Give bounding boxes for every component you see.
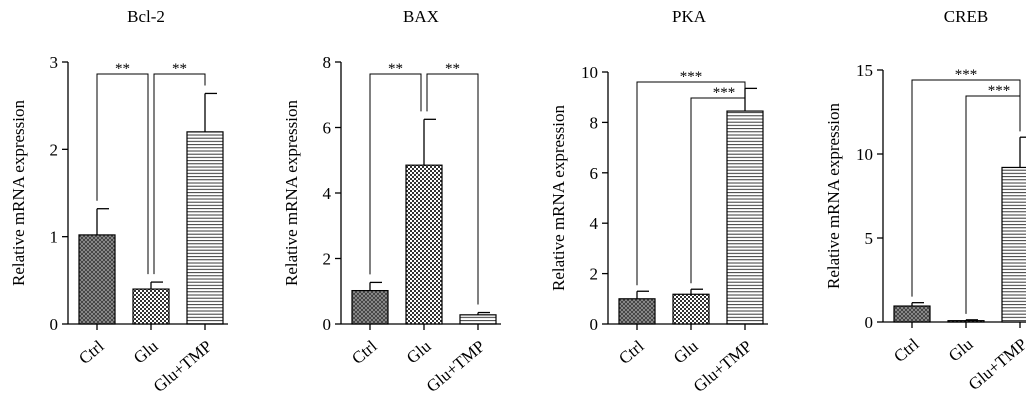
bar-ctrl: [351, 289, 389, 325]
y-tick-label: 6: [590, 164, 599, 183]
significance-label: ***: [988, 83, 1011, 99]
y-tick-label: 0: [590, 315, 599, 334]
x-tick-label: Glu: [945, 334, 977, 365]
chart-panel-bcl-2: Bcl-2 Relative mRNA expression 0 1 2 3 Ctrl Glu…: [9, 7, 228, 396]
y-axis-label: Relative mRNA expression: [282, 99, 301, 286]
x-tick-label: Ctrl: [615, 336, 648, 368]
y-tick-label: 1: [50, 228, 59, 247]
y-tick-label: 10: [581, 63, 598, 82]
y-tick-label: 6: [323, 119, 332, 138]
chart-title: CREB: [944, 7, 988, 26]
bar-glu-tmp: [186, 131, 224, 325]
chart-title: BAX: [403, 7, 439, 26]
significance-bracket: [965, 95, 1021, 314]
y-tick-label: 10: [856, 145, 873, 164]
x-tick-label: Glu: [403, 336, 435, 367]
x-tick-label: Glu+TMP: [690, 337, 756, 397]
chart-panel-pka: PKA Relative mRNA expression 0 2 4 6 8 10 Ctrl Gl…: [549, 7, 768, 396]
bar-glu-tmp: [1001, 166, 1026, 323]
panels: Bcl-2 Relative mRNA expression 0 1 2 3 Ctrl Glu…: [9, 7, 1026, 396]
significance-bracket: [96, 73, 149, 275]
significance-bracket: [426, 73, 479, 305]
y-tick-label: 0: [50, 315, 59, 334]
significance-label: **: [115, 61, 130, 77]
x-tick-label: Glu+TMP: [150, 337, 216, 397]
significance-label: ***: [713, 85, 736, 101]
chart-panel-bax: BAX Relative mRNA expression 0 2 4 6 8 Ctrl GluG…: [282, 7, 501, 396]
x-tick-label: Glu+TMP: [423, 337, 489, 397]
chart-title: PKA: [672, 7, 707, 26]
significance-label: **: [172, 61, 187, 77]
bar-ctrl: [893, 305, 931, 323]
y-tick-label: 2: [50, 140, 59, 159]
bar-glu: [672, 293, 710, 325]
significance-bracket: [369, 73, 422, 275]
chart-title: Bcl-2: [127, 7, 165, 26]
bar-glu: [405, 164, 443, 325]
significance-bracket: [636, 81, 746, 286]
significance-bracket: [153, 73, 206, 275]
y-axis-label: Relative mRNA expression: [824, 102, 843, 289]
y-tick-label: 4: [323, 184, 332, 203]
significance-label: ***: [680, 69, 703, 85]
y-tick-label: 2: [323, 250, 332, 269]
bar-ctrl: [78, 234, 116, 325]
x-tick-label: Glu: [670, 336, 702, 367]
y-tick-label: 3: [50, 53, 59, 72]
bar-glu-tmp: [726, 110, 764, 325]
chart-panel-creb: CREB Relative mRNA expression 0 5 10 15 Ctrl Gl…: [824, 7, 1026, 394]
x-tick-label: Ctrl: [75, 336, 108, 368]
y-tick-label: 15: [856, 61, 873, 80]
bar-ctrl: [618, 298, 656, 325]
x-tick-label: Glu: [130, 336, 162, 367]
y-tick-label: 5: [865, 229, 874, 248]
significance-label: **: [445, 61, 460, 77]
x-tick-label: Glu+TMP: [965, 335, 1026, 395]
significance-label: **: [388, 61, 403, 77]
y-axis-label: Relative mRNA expression: [549, 104, 568, 291]
y-tick-label: 2: [590, 265, 599, 284]
significance-bracket: [690, 82, 746, 284]
y-tick-label: 0: [865, 313, 874, 332]
y-tick-label: 4: [590, 214, 599, 233]
significance-label: ***: [955, 67, 978, 83]
bar-glu: [132, 288, 170, 325]
bar-glu-tmp: [459, 314, 497, 325]
x-tick-label: Ctrl: [348, 336, 381, 368]
y-tick-label: 8: [323, 53, 332, 72]
y-tick-label: 8: [590, 113, 599, 132]
y-axis-label: Relative mRNA expression: [9, 99, 28, 286]
y-tick-label: 0: [323, 315, 332, 334]
bar-glu: [947, 320, 985, 323]
x-tick-label: Ctrl: [890, 334, 923, 366]
